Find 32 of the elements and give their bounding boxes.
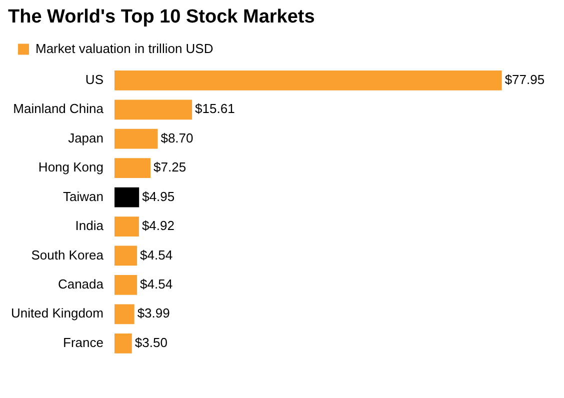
bar bbox=[114, 304, 134, 324]
bar bbox=[114, 333, 132, 354]
data-label: $7.25 bbox=[154, 160, 186, 175]
chart-title: The World's Top 10 Stock Markets bbox=[8, 6, 315, 28]
y-tick-label: France bbox=[63, 334, 104, 350]
y-tick-label: Mainland China bbox=[13, 101, 104, 116]
bar bbox=[114, 158, 151, 178]
bar bbox=[114, 187, 140, 208]
data-label: $3.50 bbox=[134, 334, 168, 350]
y-tick-label: US bbox=[85, 72, 104, 87]
data-label: $15.61 bbox=[195, 101, 235, 116]
y-tick-label: Canada bbox=[58, 276, 104, 292]
bar bbox=[114, 216, 139, 236]
y-tick-label: United Kingdom bbox=[11, 306, 104, 321]
bar bbox=[114, 100, 192, 120]
y-tick-label: Hong Kong bbox=[38, 160, 104, 175]
bar bbox=[114, 70, 502, 90]
data-label: $3.99 bbox=[137, 306, 170, 321]
y-tick-label: India bbox=[75, 218, 104, 234]
data-label: $77.95 bbox=[504, 72, 545, 87]
data-label: $4.92 bbox=[142, 218, 174, 234]
data-label: $4.95 bbox=[142, 188, 175, 204]
data-label: $4.54 bbox=[140, 276, 173, 292]
bar bbox=[114, 275, 138, 295]
data-label: $4.54 bbox=[140, 247, 173, 262]
y-tick-label: South Korea bbox=[31, 247, 104, 262]
bar bbox=[114, 128, 158, 149]
y-tick-label: Taiwan bbox=[63, 188, 104, 204]
y-tick-label: Japan bbox=[68, 130, 104, 146]
bar bbox=[114, 246, 138, 266]
legend-label: Market valuation in trillion USD bbox=[36, 40, 214, 56]
data-label: $8.70 bbox=[160, 130, 194, 146]
